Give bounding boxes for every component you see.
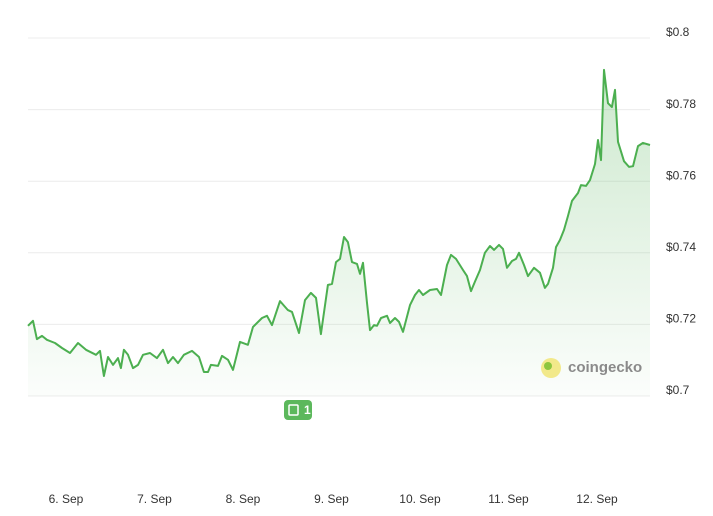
area — [28, 69, 650, 397]
annotation-text[interactable]: 1 — [304, 403, 311, 417]
x-tick-label: 10. Sep — [399, 492, 441, 506]
x-tick-label: 12. Sep — [576, 492, 618, 506]
x-tick-label: 8. Sep — [226, 492, 261, 506]
x-tick-label: 7. Sep — [137, 492, 172, 506]
watermark: coingecko — [541, 358, 642, 378]
annotation-icon — [288, 404, 299, 416]
y-tick-label: $0.72 — [666, 312, 696, 326]
watermark-text: coingecko — [568, 359, 642, 376]
watermark-logo-eye — [544, 362, 552, 370]
x-tick-label: 9. Sep — [314, 492, 349, 506]
y-tick-label: $0.8 — [666, 25, 690, 39]
price-line — [27, 68, 651, 377]
y-tick-label: $0.78 — [666, 97, 696, 111]
x-tick-label: 11. Sep — [488, 492, 529, 506]
plot: $0.7 $0.72 $0.74 $0.76 $0.78 $0.8 6. Sep 7. Sep… — [27, 25, 696, 506]
y-tick-label: $0.74 — [666, 240, 696, 254]
y-tick-label: $0.76 — [666, 168, 696, 182]
x-tick-label: 6. Sep — [49, 492, 84, 506]
annotation-badge[interactable]: 1 — [284, 400, 312, 420]
y-tick-label: $0.7 — [666, 383, 690, 397]
